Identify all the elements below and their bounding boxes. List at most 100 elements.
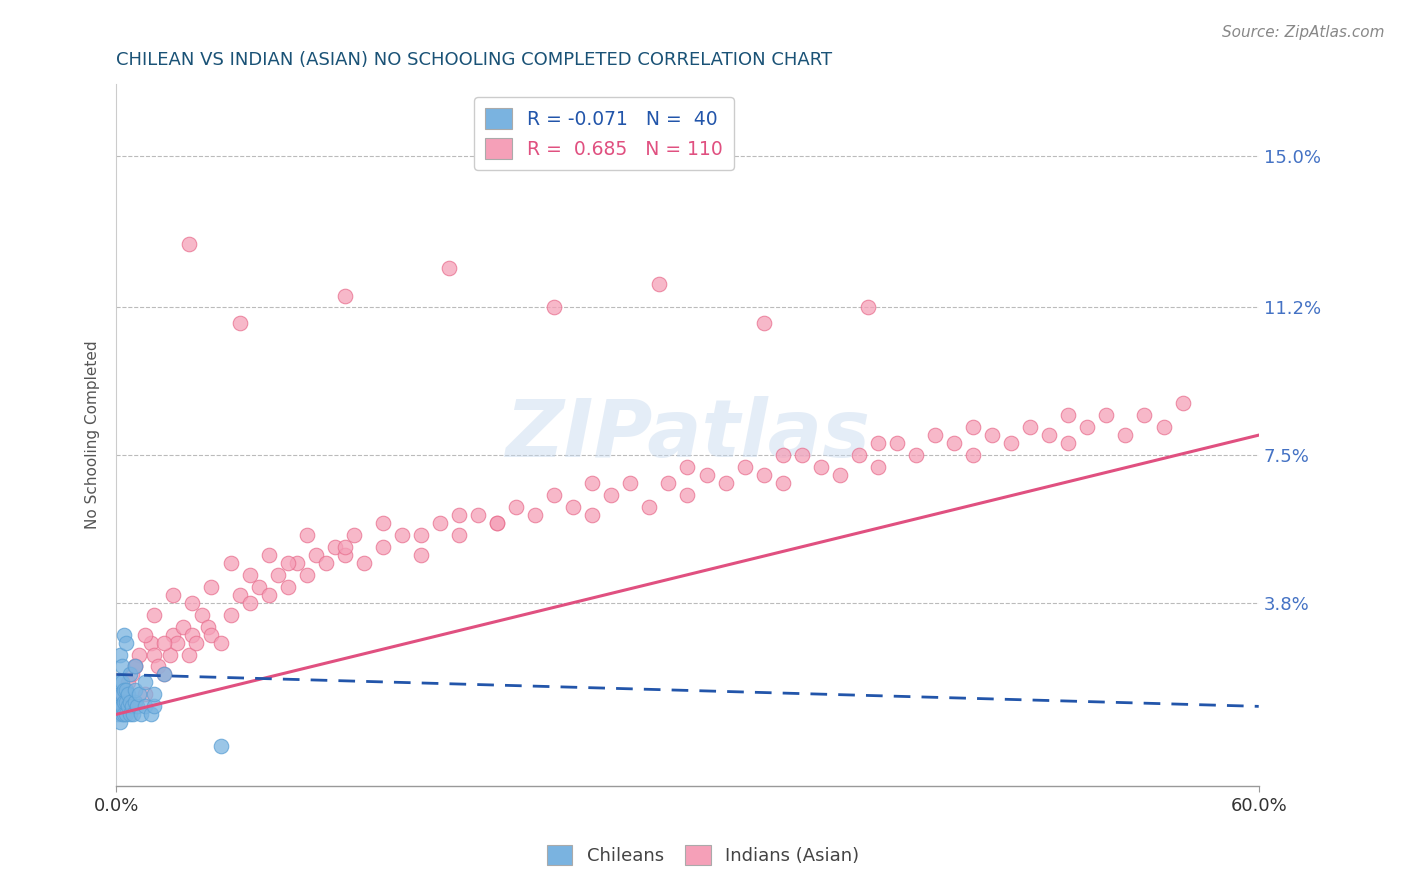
Point <box>648 277 671 291</box>
Point <box>124 695 146 709</box>
Point <box>146 659 169 673</box>
Point <box>197 619 219 633</box>
Point <box>111 687 134 701</box>
Point <box>943 436 966 450</box>
Point <box>128 687 150 701</box>
Point <box>162 627 184 641</box>
Point <box>121 667 143 681</box>
Point <box>112 707 135 722</box>
Point <box>111 687 134 701</box>
Point <box>409 548 432 562</box>
Point <box>676 460 699 475</box>
Point <box>114 707 136 722</box>
Point <box>108 699 131 714</box>
Point <box>143 607 166 622</box>
Point <box>486 516 509 530</box>
Point <box>353 556 375 570</box>
Point <box>181 627 204 641</box>
Point <box>772 475 794 490</box>
Point <box>543 301 565 315</box>
Point <box>409 528 432 542</box>
Point <box>277 580 299 594</box>
Point <box>1153 420 1175 434</box>
Point <box>866 436 889 450</box>
Point <box>112 695 135 709</box>
Point <box>114 695 136 709</box>
Point <box>772 448 794 462</box>
Point <box>333 540 356 554</box>
Point <box>581 475 603 490</box>
Point <box>111 659 134 673</box>
Point <box>429 516 451 530</box>
Point <box>1133 408 1156 422</box>
Text: Source: ZipAtlas.com: Source: ZipAtlas.com <box>1222 25 1385 40</box>
Point <box>486 516 509 530</box>
Point <box>118 695 141 709</box>
Point <box>267 567 290 582</box>
Point <box>810 460 832 475</box>
Point <box>127 699 149 714</box>
Point <box>505 500 527 514</box>
Point <box>828 468 851 483</box>
Point <box>134 627 156 641</box>
Point <box>111 699 134 714</box>
Point <box>981 428 1004 442</box>
Point <box>111 707 134 722</box>
Y-axis label: No Schooling Completed: No Schooling Completed <box>86 341 100 530</box>
Point <box>209 635 232 649</box>
Point <box>143 648 166 662</box>
Point <box>371 540 394 554</box>
Point <box>696 468 718 483</box>
Point <box>333 288 356 302</box>
Point <box>200 627 222 641</box>
Point <box>247 580 270 594</box>
Point <box>439 260 461 275</box>
Point <box>186 635 208 649</box>
Point <box>107 699 129 714</box>
Point <box>122 707 145 722</box>
Point <box>108 687 131 701</box>
Point <box>143 699 166 714</box>
Point <box>108 675 131 690</box>
Point <box>117 687 139 701</box>
Point <box>209 739 232 754</box>
Point <box>1095 408 1118 422</box>
Point <box>118 707 141 722</box>
Point <box>117 699 139 714</box>
Point <box>177 648 200 662</box>
Point <box>139 635 162 649</box>
Point <box>886 436 908 450</box>
Point <box>112 627 135 641</box>
Point <box>657 475 679 490</box>
Point <box>128 648 150 662</box>
Text: CHILEAN VS INDIAN (ASIAN) NO SCHOOLING COMPLETED CORRELATION CHART: CHILEAN VS INDIAN (ASIAN) NO SCHOOLING C… <box>117 51 832 69</box>
Point <box>229 317 252 331</box>
Point <box>124 659 146 673</box>
Point <box>391 528 413 542</box>
Point <box>238 596 260 610</box>
Point <box>1000 436 1022 450</box>
Point <box>134 687 156 701</box>
Point <box>543 488 565 502</box>
Point <box>1057 436 1080 450</box>
Point <box>257 588 280 602</box>
Point <box>121 699 143 714</box>
Point <box>219 556 242 570</box>
Point <box>153 667 176 681</box>
Point <box>129 707 152 722</box>
Point <box>752 317 775 331</box>
Point <box>177 236 200 251</box>
Point <box>790 448 813 462</box>
Point <box>153 667 176 681</box>
Point <box>962 448 984 462</box>
Point <box>257 548 280 562</box>
Point <box>343 528 366 542</box>
Point <box>295 528 318 542</box>
Point <box>295 567 318 582</box>
Point <box>159 648 181 662</box>
Point <box>371 516 394 530</box>
Point <box>1019 420 1042 434</box>
Point <box>600 488 623 502</box>
Point <box>323 540 346 554</box>
Text: ZIPatlas: ZIPatlas <box>505 396 870 475</box>
